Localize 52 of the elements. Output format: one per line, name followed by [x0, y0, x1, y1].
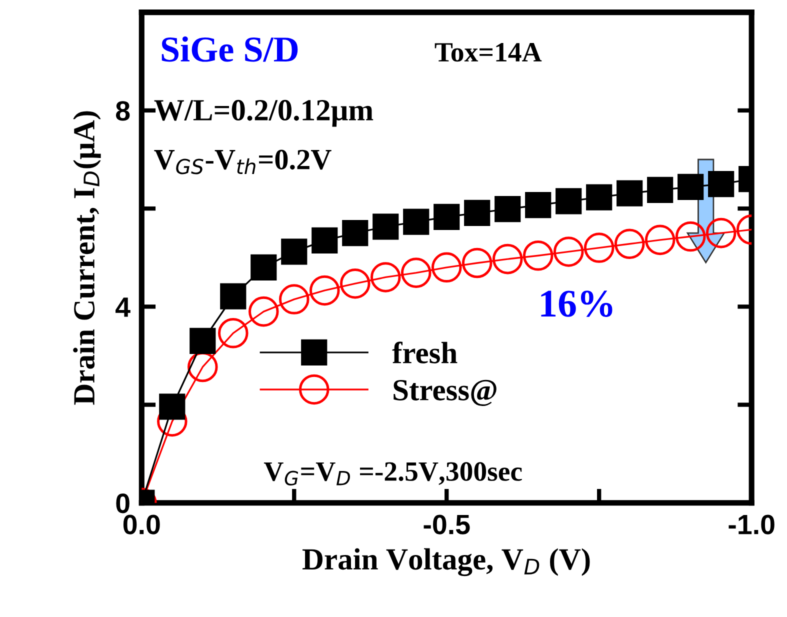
legend-label: fresh: [392, 342, 458, 364]
point: [159, 394, 186, 420]
point: [492, 244, 523, 274]
y-tick-label: 8: [116, 101, 130, 121]
point: [220, 283, 246, 310]
point: [584, 232, 614, 263]
point: [403, 208, 430, 235]
point: [586, 184, 612, 210]
y-axis-title: Drain Current, I$_{D}$(μA): [73, 111, 101, 405]
point: [218, 318, 248, 348]
annotation: SiGe S/D: [162, 36, 298, 62]
point: [310, 275, 340, 306]
annotation: Tox=14A: [434, 43, 542, 62]
point: [400, 258, 432, 288]
point: [525, 192, 552, 218]
point: [647, 176, 674, 203]
point: [522, 240, 554, 271]
point: [644, 224, 676, 256]
point: [279, 284, 310, 314]
point: [706, 218, 736, 248]
annotation: V$_{G}$=V$_{D}$ =-2.5V,300sec: [264, 462, 522, 486]
annotation: V$_{GS}$-V$_{th}$=0.2V: [154, 150, 332, 174]
point: [675, 221, 706, 252]
point: [614, 228, 645, 259]
point: [248, 296, 279, 327]
point: [464, 200, 490, 226]
point: [312, 227, 338, 254]
y-tick-label: 0: [116, 494, 130, 514]
legend-label: Stress@: [394, 380, 496, 406]
x-tick-label: -1.0: [728, 514, 774, 534]
point: [250, 254, 277, 280]
point: [340, 268, 370, 299]
x-tick-label: 0.0: [123, 514, 160, 534]
point: [190, 328, 216, 354]
point: [281, 238, 308, 265]
annotation: W/L=0.2/0.12μm: [154, 100, 374, 127]
point: [678, 174, 704, 200]
point: [708, 170, 734, 198]
point: [556, 188, 582, 214]
point: [616, 180, 643, 206]
point: [494, 196, 521, 222]
point: [462, 248, 492, 278]
x-axis-title: Drain Voltage, V$_{D}$ (V): [302, 548, 590, 576]
point: [372, 214, 399, 240]
x-tick-label: -0.5: [424, 514, 470, 534]
y-tick-label: 4: [116, 298, 130, 317]
point: [553, 236, 584, 267]
point: [431, 252, 462, 283]
point: [370, 262, 401, 292]
annotation: 16%: [541, 290, 612, 317]
point: [434, 204, 460, 230]
point: [342, 220, 368, 246]
